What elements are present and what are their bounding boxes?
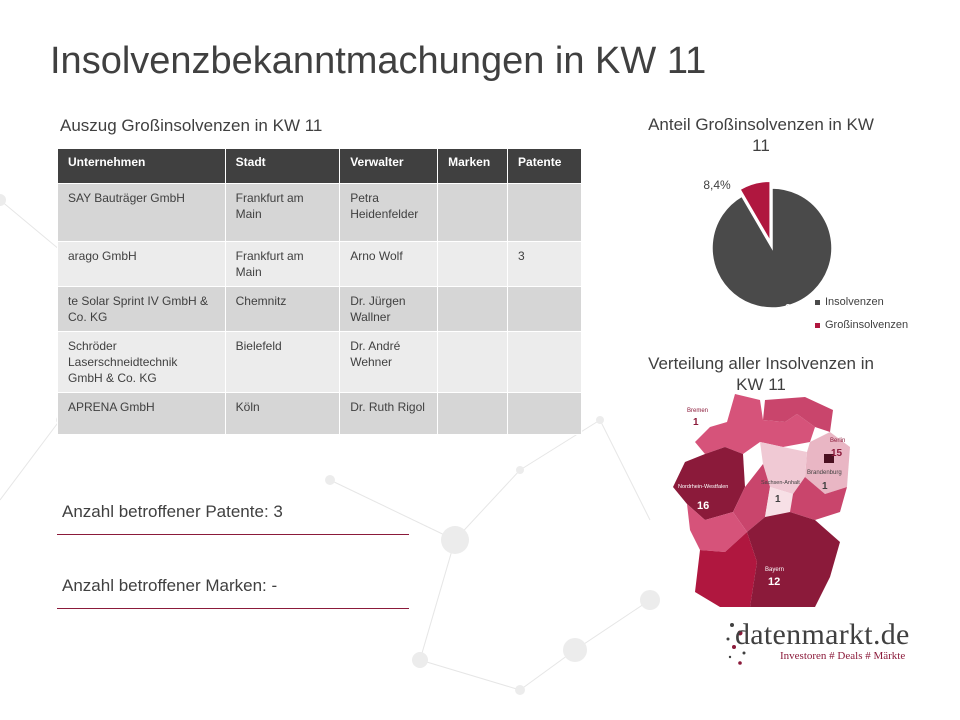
map-region-sachsen (790, 477, 847, 520)
map-value-nrw: 16 (697, 500, 709, 512)
patent-count: Anzahl betroffener Patente: 3 (62, 502, 283, 521)
map-region-north (695, 394, 815, 454)
legend-label: Insolvenzen (825, 296, 884, 308)
cell-marken (437, 331, 509, 393)
brand-count: Anzahl betroffener Marken: - (62, 576, 278, 595)
cell-verwalter: Dr. Ruth Rigol (339, 392, 439, 435)
table-row: arago GmbH Frankfurt am Main Arno Wolf 3 (57, 241, 582, 287)
map-label-bayern: Bayern (765, 567, 784, 573)
pie-slice-grossinsolvenzen (738, 180, 771, 245)
insolvency-table: Unternehmen Stadt Verwalter Marken Paten… (57, 148, 582, 435)
cell-marken (437, 392, 509, 435)
map-value-sachsen-anhalt: 1 (775, 494, 781, 505)
cell-unternehmen: te Solar Sprint IV GmbH & Co. KG (57, 286, 226, 332)
cell-stadt: Frankfurt am Main (224, 183, 341, 242)
legend-item-grossinsolvenzen: Großinsolvenzen (815, 319, 908, 331)
logo-tagline: Investoren # Deals # Märkte (780, 650, 906, 662)
map-value-berlin: 15 (831, 448, 843, 459)
divider (57, 534, 409, 535)
table-header-row: Unternehmen Stadt Verwalter Marken Paten… (57, 148, 582, 184)
cell-verwalter: Petra Heidenfelder (339, 183, 439, 242)
pie-slice-insolvenzen (711, 187, 833, 309)
pie-chart: 91,6% 8,4% (703, 178, 833, 315)
table-row: SAY Bauträger GmbH Frankfurt am Main Pet… (57, 183, 582, 242)
pie-chart-title: Anteil Großinsolvenzen in KW 11 (648, 115, 874, 155)
map-region-hessen (733, 464, 770, 532)
map-region-berlin (824, 454, 834, 463)
map-label-bremen: Bremen (687, 408, 708, 414)
cell-unternehmen: SAY Bauträger GmbH (57, 183, 226, 242)
cell-patente (507, 183, 582, 242)
legend-item-insolvenzen: Insolvenzen (815, 296, 884, 308)
cell-patente (507, 392, 582, 435)
map-region-thueringen (765, 487, 793, 517)
header-unternehmen: Unternehmen (57, 148, 226, 184)
cell-unternehmen: APRENA GmbH (57, 392, 226, 435)
table-row: APRENA GmbH Köln Dr. Ruth Rigol (57, 392, 582, 435)
header-patente: Patente (507, 148, 582, 184)
cell-verwalter: Dr. Jürgen Wallner (339, 286, 439, 332)
table-row: te Solar Sprint IV GmbH & Co. KG Chemnit… (57, 286, 582, 332)
map-title: Verteilung aller Insolvenzen in KW 11 (648, 354, 874, 394)
table-caption: Auszug Großinsolvenzen in KW 11 (60, 116, 323, 135)
cell-unternehmen: Schröder Laserschneidtechnik GmbH & Co. … (57, 331, 226, 393)
legend-label: Großinsolvenzen (825, 319, 909, 331)
cell-stadt: Frankfurt am Main (224, 241, 341, 287)
divider (57, 608, 409, 609)
germany-map: Bremen 1 Berlin 15 Brandenburg 1 Sachsen… (673, 394, 850, 607)
legend-swatch (815, 299, 820, 305)
cell-patente: 3 (507, 241, 582, 287)
legend-swatch (815, 322, 820, 328)
map-region-mecklenburg (763, 397, 833, 432)
cell-stadt: Köln (224, 392, 341, 435)
pie-label-grossinsolvenzen: 8,4% (703, 178, 731, 192)
map-region-sachsen-anhalt (760, 442, 807, 494)
map-value-brandenburg: 1 (822, 481, 828, 492)
table-row: Schröder Laserschneidtechnik GmbH & Co. … (57, 331, 582, 393)
map-label-nrw: Nordrhein-Westfalen (678, 484, 728, 490)
cell-unternehmen: arago GmbH (57, 241, 226, 287)
logo-name: datenmarkt.de (735, 618, 910, 651)
map-label-sachsen-anhalt: Sachsen-Anhalt (761, 480, 800, 486)
cell-stadt: Chemnitz (224, 286, 341, 332)
cell-marken (437, 241, 509, 287)
map-region-bw (695, 532, 757, 607)
map-label-brandenburg: Brandenburg (807, 470, 842, 476)
pie-label-insolvenzen: 91,6% (785, 302, 819, 315)
map-label-berlin: Berlin (830, 438, 845, 444)
cell-verwalter: Arno Wolf (339, 241, 439, 287)
map-value-bayern: 12 (768, 576, 780, 588)
page-title: Insolvenzbekanntmachungen in KW 11 (50, 40, 707, 82)
map-region-nrw (673, 447, 745, 520)
cell-stadt: Bielefeld (224, 331, 341, 393)
cell-marken (437, 183, 509, 242)
header-verwalter: Verwalter (339, 148, 439, 184)
cell-patente (507, 286, 582, 332)
map-value-bremen: 1 (693, 417, 699, 428)
cell-marken (437, 286, 509, 332)
cell-verwalter: Dr. André Wehner (339, 331, 439, 393)
header-stadt: Stadt (224, 148, 341, 184)
cell-patente (507, 331, 582, 393)
logo-icon (726, 623, 746, 665)
map-region-rlp (687, 504, 747, 552)
map-region-bayern (747, 512, 840, 607)
header-marken: Marken (437, 148, 509, 184)
